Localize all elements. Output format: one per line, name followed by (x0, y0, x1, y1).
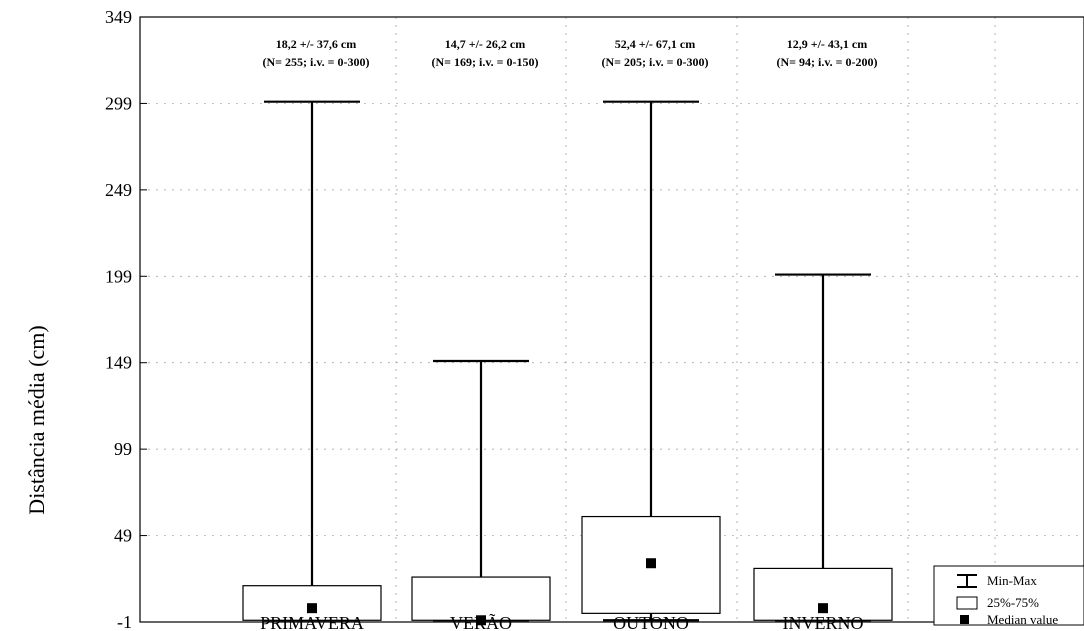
median-marker (818, 603, 828, 614)
y-tick-label: -1 (117, 612, 132, 631)
y-axis-ticks: -1 49 99 149 199 249 299 349 (105, 7, 147, 631)
y-tick-label: 299 (105, 93, 132, 113)
y-tick-label: 249 (105, 180, 132, 200)
y-tick-label: 99 (114, 439, 132, 459)
median-marker (646, 558, 656, 569)
annotation-mean: 14,7 +/- 26,2 cm (445, 37, 526, 51)
annotations: 18,2 +/- 37,6 cm (N= 255; i.v. = 0-300) 14… (263, 37, 878, 69)
annotation-mean: 18,2 +/- 37,6 cm (276, 37, 357, 51)
plot-frame (139, 16, 1084, 623)
iqr-box (242, 585, 382, 621)
legend-label-median: Median value (987, 612, 1058, 627)
annotation-n: (N= 169; i.v. = 0-150) (432, 55, 539, 69)
annotation-mean: 52,4 +/- 67,1 cm (615, 37, 696, 51)
x-axis-categories: PRIMAVERA VERÃO OUTONO INVERNO (260, 612, 863, 631)
y-tick-label: 149 (105, 353, 132, 373)
box-verão (411, 359, 551, 626)
y-tick-label: 49 (114, 526, 132, 546)
legend-median-swatch (960, 615, 969, 624)
legend-label-minmax: Min-Max (987, 573, 1037, 588)
legend-label-iqr: 25%-75% (987, 595, 1039, 610)
annotation-n: (N= 205; i.v. = 0-300) (602, 55, 709, 69)
legend: Min-Max 25%-75% Median value (933, 565, 1084, 627)
y-axis-label: Distância média (cm) (24, 325, 49, 514)
category-label: VERÃO (450, 612, 512, 631)
annotation-n: (N= 94; i.v. = 0-200) (777, 55, 878, 69)
box-outono (581, 100, 721, 622)
boxes (242, 100, 893, 626)
median-marker (476, 615, 486, 626)
box-inverno (753, 273, 893, 622)
y-tick-label: 199 (105, 266, 132, 286)
y-tick-label: 349 (105, 7, 132, 27)
annotation-mean: 12,9 +/- 43,1 cm (787, 37, 868, 51)
category-label: INVERNO (783, 613, 864, 631)
box-primavera (242, 100, 382, 622)
category-label: PRIMAVERA (260, 613, 364, 631)
annotation-n: (N= 255; i.v. = 0-300) (263, 55, 370, 69)
median-marker (307, 603, 317, 614)
legend-iqr-swatch (956, 596, 978, 610)
category-label: OUTONO (613, 613, 689, 631)
iqr-box (411, 576, 551, 621)
